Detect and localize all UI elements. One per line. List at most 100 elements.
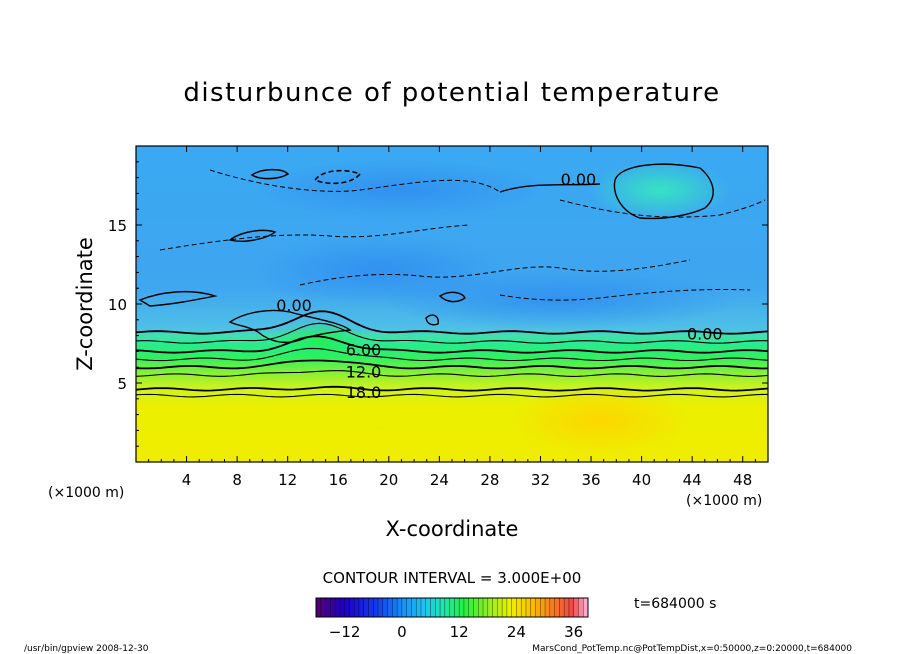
colorbar-cell	[478, 598, 484, 617]
colorbar-cell	[568, 598, 575, 617]
x-tick-label: 12	[278, 471, 297, 489]
colorbar-cell	[349, 598, 355, 617]
colorbar-frame	[315, 597, 589, 618]
colorbar-tick-label: 36	[564, 623, 583, 641]
contour-line	[136, 347, 768, 362]
colorbar-cell	[506, 598, 513, 617]
colorbar-cell	[425, 598, 431, 617]
x-tick-label: 24	[430, 471, 449, 489]
colorbar-cell	[344, 598, 350, 617]
x-axis-ticks: 4 8 12 16 20 24 28 32 36 40 44 48	[148, 146, 756, 489]
contour-interval: CONTOUR INTERVAL = 3.000E+00	[323, 569, 582, 587]
time-label: t=684000 s	[634, 596, 716, 612]
colorbar-cell	[430, 598, 436, 617]
x-tick-label: 8	[232, 471, 242, 489]
colorbar-cell	[435, 598, 441, 617]
y-tick-label: 5	[117, 375, 127, 393]
colorbar-cell	[540, 598, 546, 617]
colorbar-cell	[368, 598, 374, 617]
colorbar-cell	[525, 598, 532, 617]
colorbar	[315, 597, 589, 618]
contour-line	[136, 385, 768, 392]
colorbar-cell	[583, 598, 589, 617]
contour-labels: 0.00 0.00 0.00 6.00 12.018.0	[276, 170, 723, 402]
colorbar-cell	[468, 598, 474, 617]
contour-line	[136, 322, 768, 344]
y-axis-label: Z-coordinate	[73, 237, 97, 371]
colorbar-cell	[392, 598, 398, 617]
contour-label: 0.00	[276, 296, 312, 315]
colorbar-cell	[401, 598, 408, 617]
colorbar-cell	[373, 598, 379, 617]
colorbar-cell	[578, 598, 584, 617]
colorbar-ticks: −12 0 12 24 36	[329, 623, 583, 641]
colorbar-cell	[573, 598, 579, 617]
colorbar-tick-label: 24	[507, 623, 526, 641]
colorbar-cell	[378, 598, 384, 617]
chart-title: disturbunce of potential temperature	[183, 78, 720, 108]
colorbar-cell	[549, 598, 555, 617]
contour-label: 12.0	[346, 363, 382, 382]
colorbar-cell	[382, 598, 388, 617]
y-tick-label: 10	[108, 296, 127, 314]
colorbar-cell	[516, 598, 522, 617]
contour-label: 18.0	[346, 383, 382, 402]
colorbar-tick-label: −12	[329, 623, 361, 641]
colorbar-cell	[363, 598, 369, 617]
contour-label: 0.00	[561, 170, 597, 189]
colorbar-cell	[473, 598, 479, 617]
contour-line	[136, 393, 768, 398]
colorbar-cell	[406, 598, 412, 617]
colorbar-cell	[521, 598, 527, 617]
x-tick-label: 44	[683, 471, 702, 489]
colorbar-cell	[530, 598, 536, 617]
footer-right: MarsCond_PotTemp.nc@PotTempDist,x=0:5000…	[532, 644, 852, 654]
y-axis-ticks: 5 10 15	[108, 161, 768, 447]
colorbar-cell	[511, 598, 517, 617]
colorbar-cell	[502, 598, 508, 617]
colorbar-cell	[463, 598, 470, 617]
colorbar-cell	[449, 598, 455, 617]
colorbar-cell	[492, 598, 498, 617]
colorbar-cell	[411, 598, 417, 617]
x-tick-label: 32	[531, 471, 550, 489]
contour-line	[136, 370, 768, 377]
colorbar-cell	[559, 598, 565, 617]
colorbar-cell	[330, 598, 336, 617]
colorbar-cell	[497, 598, 503, 617]
colorbar-tick-label: 0	[397, 623, 407, 641]
colorbar-cell	[487, 598, 493, 617]
colorbar-cell	[454, 598, 460, 617]
contour-label: 6.00	[346, 340, 382, 359]
colorbar-cell	[325, 598, 331, 617]
colorbar-cell	[483, 598, 489, 617]
colorbar-cell	[564, 598, 570, 617]
colorbar-cell	[320, 598, 326, 617]
colorbar-cell	[535, 598, 541, 617]
x-tick-label: 36	[581, 471, 600, 489]
colorbar-cell	[554, 598, 560, 617]
x-tick-label: 40	[632, 471, 651, 489]
contour-label: 0.00	[687, 325, 723, 344]
colorbar-tick-label: 12	[450, 623, 469, 641]
contour-line	[136, 310, 768, 335]
y-tick-label: 15	[108, 217, 127, 235]
x-tick-label: 20	[379, 471, 398, 489]
colorbar-cell	[420, 598, 427, 617]
colorbar-cell	[444, 598, 451, 617]
x-unit-right: (×1000 m)	[686, 493, 762, 509]
colorbar-cell	[387, 598, 393, 617]
colorbar-cell	[545, 598, 551, 617]
plot-area	[136, 146, 768, 462]
x-tick-label: 4	[182, 471, 192, 489]
x-unit-left: (×1000 m)	[48, 485, 124, 501]
contour-line	[136, 359, 768, 370]
dashed-contours	[159, 169, 766, 301]
colorbar-cell	[339, 598, 346, 617]
colorbar-cell	[335, 598, 341, 617]
upper-contours	[138, 163, 714, 344]
x-tick-label: 16	[329, 471, 348, 489]
footer-left: /usr/bin/gpview 2008-12-30	[24, 644, 149, 654]
colorbar-cell	[354, 598, 360, 617]
